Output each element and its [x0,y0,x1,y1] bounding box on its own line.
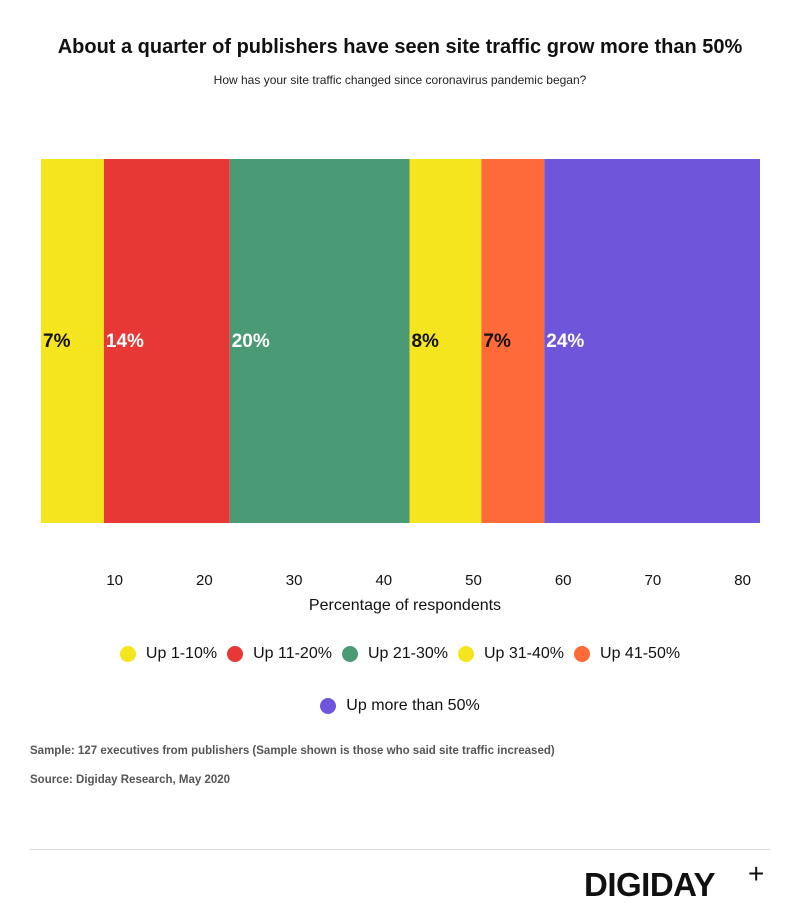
bar-segment-6 [544,159,760,523]
bar-segment-1 [41,159,104,523]
legend-label: Up more than 50% [346,697,480,714]
bar-segment-4 [409,159,482,523]
legend-item: Up 11-20% [227,644,332,664]
data-label: 24% [546,331,584,352]
logo-plus: + [748,858,765,889]
data-label: 7% [483,331,511,352]
legend-dot-icon [227,646,244,662]
data-label: 20% [232,331,270,352]
data-label: 14% [106,331,144,352]
x-tick-label: 50 [465,572,482,589]
bar-segment-3 [229,159,410,523]
x-tick-label: 10 [106,572,123,589]
data-label: 8% [411,331,439,352]
x-axis-label: Percentage of respondents [309,597,501,614]
legend: Up 1-10% Up 11-20% Up 21-30% Up 31-40% Up 41… [80,644,720,716]
x-tick-label: 30 [286,572,303,589]
x-tick-label: 60 [555,572,572,589]
chart-subtitle: How has your site traffic changed since … [213,73,587,87]
sample-note: Sample: 127 executives from publishers (… [30,745,555,757]
bar-segment-5 [481,159,545,523]
x-tick-label: 20 [196,572,213,589]
source-note: Source: Digiday Research, May 2020 [30,774,231,786]
legend-dot-icon [457,646,474,662]
x-tick-label: 70 [645,572,662,589]
legend-item: Up more than 50% [320,696,480,716]
legend-dot-icon [341,646,358,662]
x-tick-label: 40 [375,572,392,589]
legend-label: Up 41-50% [600,645,681,662]
bar-segment-2 [103,159,230,523]
stacked-bar-chart: 7% 14% 20% 8% 7% 24% 0 10 20 30 40 50 60 70 80 Percen… [21,159,760,614]
legend-dot-icon [119,646,136,662]
x-tick-label: 80 [734,572,751,589]
legend-item: Up 21-30% [341,644,448,664]
legend-label: Up 11-20% [253,645,332,662]
legend-item: Up 1-10% [119,644,218,664]
legend-label: Up 1-10% [145,645,218,662]
legend-label: Up 21-30% [367,645,448,662]
legend-label: Up 31-40% [483,645,565,662]
chart-title: About a quarter of publishers have seen … [57,36,743,58]
legend-item: Up 31-40% [457,644,565,664]
digiday-logo: DIGIDAY [584,866,715,903]
legend-dot-icon [574,646,591,662]
legend-dot-icon [320,698,337,714]
x-tick-label: 0 [21,572,29,589]
data-label: 7% [43,331,71,352]
legend-item: Up 41-50% [574,644,680,664]
divider [30,849,770,850]
